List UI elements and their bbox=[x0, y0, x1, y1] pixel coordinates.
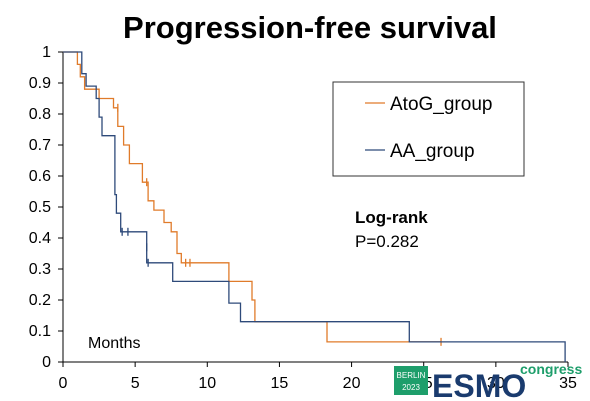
x-axis-label: Months bbox=[88, 335, 140, 352]
x-tick-label: 10 bbox=[198, 375, 216, 392]
y-tick-label: 1 bbox=[42, 44, 51, 61]
y-tick-label: 0.7 bbox=[29, 137, 51, 154]
logo-year: 2023 bbox=[402, 383, 420, 392]
y-tick-label: 0.3 bbox=[29, 261, 51, 278]
legend-box bbox=[332, 81, 525, 177]
survival-curves bbox=[63, 51, 566, 362]
legend-label-atog: AtoG_group bbox=[390, 94, 492, 115]
x-tick-label: 15 bbox=[271, 375, 289, 392]
y-tick-labels: 0 0.1 0.2 0.3 0.4 0.5 0.6 0.7 0.8 0.9 1 bbox=[29, 44, 51, 371]
y-tick-label: 0.9 bbox=[29, 75, 51, 92]
curve-atog_group bbox=[63, 51, 441, 343]
x-tick-label: 0 bbox=[59, 375, 68, 392]
y-tick-label: 0.4 bbox=[29, 230, 51, 247]
curve-aa_group bbox=[63, 51, 566, 362]
logrank-title: Log-rank bbox=[355, 208, 428, 227]
y-tick-label: 0.1 bbox=[29, 323, 51, 340]
chart-title: Progression-free survival bbox=[123, 10, 497, 45]
legend-label-aa: AA_group bbox=[390, 141, 475, 162]
logrank-pvalue: P=0.282 bbox=[355, 232, 419, 251]
x-tick-labels: 05101520253035 bbox=[59, 375, 577, 392]
logo-city: BERLIN bbox=[397, 371, 426, 380]
x-tick-label: 30 bbox=[487, 375, 505, 392]
y-tick-label: 0.2 bbox=[29, 292, 51, 309]
logo-event: congress bbox=[520, 361, 582, 377]
logo-city-badge bbox=[394, 366, 428, 395]
y-tick-label: 0.6 bbox=[29, 168, 51, 185]
y-tick-label: 0 bbox=[42, 354, 51, 371]
axes bbox=[58, 51, 569, 367]
x-tick-label: 20 bbox=[343, 375, 361, 392]
x-tick-label: 5 bbox=[131, 375, 140, 392]
y-tick-label: 0.5 bbox=[29, 199, 51, 216]
legend: AtoG_group AA_group bbox=[332, 81, 525, 177]
y-tick-label: 0.8 bbox=[29, 106, 51, 123]
logo-brand: ESMO bbox=[432, 368, 526, 401]
esmo-congress-logo: BERLIN 2023 ESMO congress bbox=[394, 361, 582, 401]
x-tick-label: 35 bbox=[559, 375, 577, 392]
